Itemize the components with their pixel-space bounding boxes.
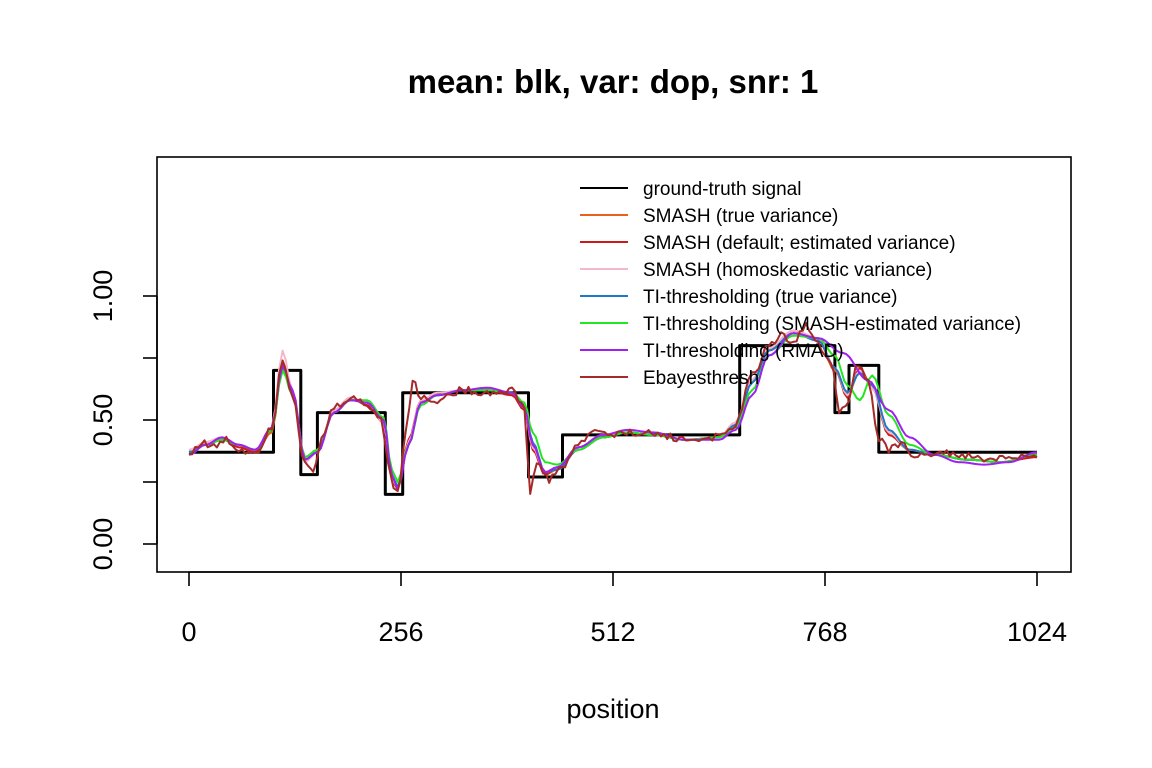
legend-label: ground-truth signal [643,179,801,200]
x-axis-label: position [566,694,659,724]
legend-label: TI-thresholding (SMASH-estimated varianc… [643,314,1021,335]
y-tick-label: 0.50 [88,394,118,447]
series-line-ti-thresholding-rmad [188,332,1038,491]
chart-title: mean: blk, var: dop, snr: 1 [408,63,819,100]
x-tick-label: 1024 [1007,617,1067,647]
x-tick-label: 0 [181,617,196,647]
legend-label: TI-thresholding (true variance) [643,287,898,308]
y-tick-label: 0.00 [88,518,118,571]
plot-frame [156,156,1072,573]
legend-label: SMASH (true variance) [643,206,838,227]
legend-label: Ebayesthresh [643,368,759,389]
series-layer [188,321,1038,496]
y-axis: 0.00 0.50 1.00 [88,270,158,571]
x-tick-label: 768 [802,617,847,647]
series-line-ebayesthresh [188,321,1038,495]
legend-label: SMASH (default; estimated variance) [643,233,956,254]
x-tick-label: 512 [590,617,635,647]
legend-label: TI-thresholding (RMAD) [643,341,844,362]
legend: ground-truth signal SMASH (true variance)… [580,179,1021,389]
x-axis: 0 256 512 768 1024 [181,571,1067,647]
y-tick-label: 1.00 [88,270,118,323]
series-line-ground-truth-signal [189,344,1037,496]
legend-label: SMASH (homoskedastic variance) [643,260,932,281]
x-tick-label: 256 [378,617,423,647]
